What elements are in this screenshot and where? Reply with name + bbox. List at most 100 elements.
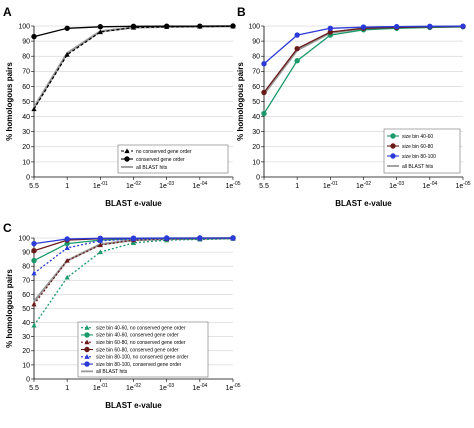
data-point [130,23,137,30]
y-tick-label: 20 [22,348,30,355]
data-point [31,106,37,112]
data-point [427,23,433,30]
series-line [263,25,464,95]
legend-label: size bin 60-80 [402,144,433,150]
data-point [64,25,70,31]
y-tick-label: 40 [252,114,260,121]
data-point [294,32,300,38]
y-tick-label: 0 [26,376,30,383]
legend-marker [84,339,90,345]
x-tick-label: 1e-05 [225,181,240,190]
data-point [230,235,236,241]
x-tick-label: 1e-05 [455,181,470,190]
data-point [97,249,103,255]
y-tick-label: 100 [248,23,260,30]
y-axis-label: % homologous pairs [5,269,14,348]
x-tick-label: 1e-04 [422,181,437,190]
series-line [263,25,464,93]
y-tick-label: 100 [18,23,30,30]
legend-marker [84,332,90,338]
legend-label: all BLAST hits [402,164,434,170]
panel-letter: C [3,221,12,235]
data-point [31,257,37,264]
legend-marker [390,143,396,149]
data-point [163,235,170,241]
x-tick-label: 1e-02 [356,181,371,190]
y-tick-label: 70 [22,69,30,76]
legend-box [77,321,209,378]
y-tick-label: 100 [18,235,30,242]
data-point [64,52,70,57]
x-tick-label: 1e-02 [126,383,141,392]
data-point [97,235,104,241]
x-tick-label: 1e-03 [159,383,174,392]
data-point [130,235,137,241]
x-tick-label: 1e-01 [323,181,338,190]
x-tick-label: 5.5 [259,183,269,190]
y-tick-label: 90 [22,39,30,46]
data-point [31,33,37,40]
y-tick-label: 40 [22,114,30,121]
legend-marker [124,148,130,154]
y-tick-label: 60 [22,292,30,299]
y-tick-label: 30 [252,129,260,136]
data-point [64,236,70,242]
panel-c: C 0 10 20 30 40 50 60 70 80 90 100 5.5 1 1e-01 1e-02 1e-… [3,221,241,410]
data-point [197,235,203,241]
y-axis-label: % homologous pairs [5,62,14,141]
y-tick-label: 60 [252,84,260,91]
legend-marker [84,354,90,359]
y-tick-label: 60 [22,84,30,91]
data-point [31,301,37,307]
data-point [31,270,37,276]
x-tick-label: 5.5 [29,385,39,392]
legend-label: size bin 60-80, conserved gene order [96,347,179,353]
legend-marker [124,156,130,162]
y-tick-label: 0 [256,174,260,181]
data-point [360,24,367,30]
panel-letter: A [3,5,12,19]
x-tick-label: 1e-01 [93,383,108,392]
data-point [64,274,70,280]
x-tick-label: 1 [65,385,69,392]
y-tick-label: 70 [252,69,260,76]
data-point [97,242,103,248]
x-tick-label: 1 [65,183,69,190]
y-tick-label: 20 [252,144,260,151]
legend: size bin 40-60 size bin 60-80 size bin 80-… [383,128,461,174]
data-point [31,322,37,328]
data-point [261,110,267,117]
x-axis-label: BLAST e-value [335,199,392,208]
data-point [31,240,37,247]
y-tick-label: 90 [22,250,30,257]
series-line [33,237,234,303]
data-point [64,245,70,250]
panel-letter: B [237,5,246,19]
y-tick-label: 10 [252,159,260,166]
y-tick-label: 80 [22,54,30,61]
data-point [31,247,37,254]
y-tick-label: 80 [22,264,30,271]
x-tick-label: 1 [295,183,299,190]
y-tick-label: 30 [22,129,30,136]
series-line [263,26,464,114]
y-tick-label: 50 [22,99,30,106]
data-point [261,89,267,96]
data-point [130,240,137,246]
legend-label: size bin 80-100, no conserved gene order [96,355,189,361]
legend-label: size bin 80-100 [402,154,436,160]
panel-a: A 0 10 20 30 40 50 60 70 80 90 100 5.5 1 1e-01 1e-02 1e-… [3,5,241,208]
legend-label: no conserved gene order [136,149,192,155]
data-point [294,45,300,52]
legend-box [117,144,229,174]
x-tick-label: 1e-05 [225,383,240,392]
legend-label: size bin 40-60, conserved gene order [96,333,179,339]
legend: no conserved gene order conserved gene or… [117,144,229,174]
legend-marker [84,361,90,367]
y-tick-label: 90 [252,39,260,46]
legend-label: size bin 80-100, conserved gene order [96,362,182,368]
panel-b: B 0 10 20 30 40 50 60 70 80 90 100 5.5 1 1e-01 1e-02 1e-… [236,5,471,208]
series-line [33,25,234,110]
data-point [197,23,203,29]
